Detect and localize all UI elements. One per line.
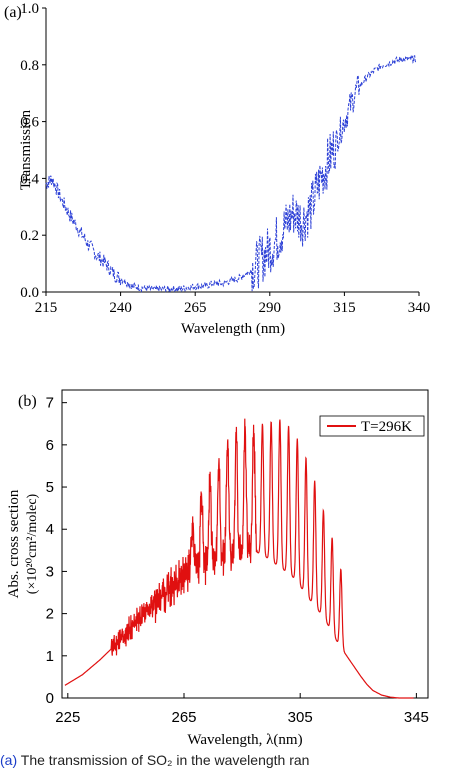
x-tick-label: 345 bbox=[404, 709, 429, 726]
legend-entry: T=296K bbox=[361, 419, 412, 435]
caption-text: The transmission of SO₂ in the wavelengt… bbox=[20, 752, 310, 768]
figure-caption: (a) The transmission of SO₂ in the wavel… bbox=[0, 752, 474, 770]
transmission-line bbox=[45, 54, 417, 293]
y-tick-label: 1.0 bbox=[20, 1, 39, 17]
panel-b-y-axis-label-line1: Abs. cross section bbox=[6, 489, 22, 598]
x-tick-label: 290 bbox=[259, 300, 282, 316]
panel-a-label: (a) bbox=[4, 4, 22, 21]
panel-b-label: (b) bbox=[18, 393, 37, 410]
y-tick-label: 0.6 bbox=[20, 115, 39, 131]
y-tick-label: 7 bbox=[46, 395, 54, 412]
y-tick-label: 0.8 bbox=[20, 58, 39, 74]
y-tick-label: 0 bbox=[46, 690, 54, 707]
y-tick-label: 0.0 bbox=[20, 285, 39, 301]
x-tick-label: 305 bbox=[288, 709, 313, 726]
x-tick-label: 315 bbox=[333, 300, 356, 316]
panel-b-x-ticks: 225 265 305 345 bbox=[55, 693, 429, 726]
panel-a-y-ticks: 0.0 0.2 0.4 0.6 0.8 1.0 bbox=[20, 1, 46, 301]
panel-b-frame bbox=[61, 389, 429, 699]
cross-section-series bbox=[64, 418, 414, 699]
x-tick-label: 265 bbox=[184, 300, 207, 316]
caption-label: (a) bbox=[0, 752, 18, 768]
x-tick-label: 225 bbox=[55, 709, 80, 726]
y-tick-label: 4 bbox=[46, 521, 54, 538]
y-tick-label: 1 bbox=[46, 648, 54, 665]
panel-b-y-axis-label-line2: (×10²⁰cm²/molec) bbox=[25, 493, 40, 594]
x-tick-label: 215 bbox=[35, 300, 58, 316]
transmission-panel: (a) 215 240 265 290 315 340 0.0 0.2 0.4 0.6 0.8 1.… bbox=[4, 1, 430, 337]
y-tick-label: 2 bbox=[46, 606, 54, 623]
panel-a-y-axis-label: Transmission bbox=[18, 109, 34, 190]
cross-section-line bbox=[64, 418, 414, 699]
y-tick-label: 0.2 bbox=[20, 228, 39, 244]
transmission-series bbox=[45, 54, 417, 293]
y-tick-label: 3 bbox=[46, 563, 54, 580]
panel-b-x-axis-label: Wavelength, λ(nm) bbox=[187, 732, 302, 748]
x-tick-label: 265 bbox=[171, 709, 196, 726]
panel-b-y-ticks: 0 1 2 3 4 5 6 7 bbox=[46, 395, 67, 707]
panel-a-x-ticks: 215 240 265 290 315 340 bbox=[35, 292, 431, 316]
x-tick-label: 340 bbox=[408, 300, 431, 316]
legend-box bbox=[319, 415, 425, 437]
y-tick-label: 5 bbox=[46, 479, 54, 496]
y-tick-label: 6 bbox=[46, 437, 54, 454]
legend: T=296K bbox=[319, 415, 425, 437]
panel-a-x-axis-label: Wavelength (nm) bbox=[181, 321, 285, 337]
x-tick-label: 240 bbox=[109, 300, 132, 316]
y-tick-label: 0.4 bbox=[20, 171, 39, 187]
